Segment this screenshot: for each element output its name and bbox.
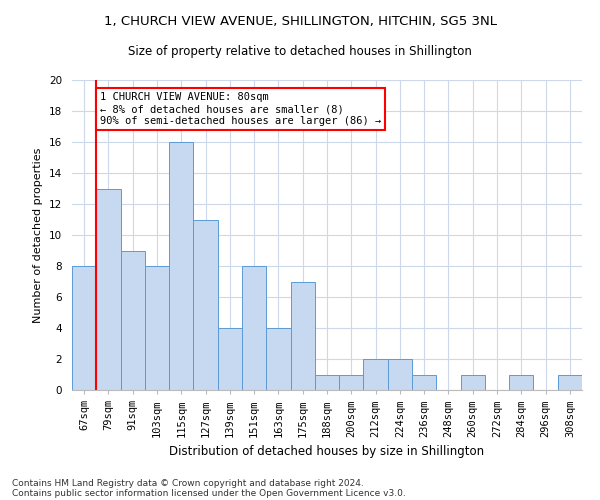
- Bar: [169, 142, 193, 390]
- Bar: [364, 359, 388, 390]
- Text: 1 CHURCH VIEW AVENUE: 80sqm
← 8% of detached houses are smaller (8)
90% of semi-: 1 CHURCH VIEW AVENUE: 80sqm ← 8% of deta…: [100, 92, 381, 126]
- Bar: [242, 266, 266, 390]
- Text: Contains HM Land Registry data © Crown copyright and database right 2024.: Contains HM Land Registry data © Crown c…: [12, 478, 364, 488]
- Bar: [96, 188, 121, 390]
- Bar: [218, 328, 242, 390]
- Y-axis label: Number of detached properties: Number of detached properties: [34, 148, 43, 322]
- Bar: [461, 374, 485, 390]
- Bar: [145, 266, 169, 390]
- Bar: [290, 282, 315, 390]
- Text: Contains public sector information licensed under the Open Government Licence v3: Contains public sector information licen…: [12, 488, 406, 498]
- X-axis label: Distribution of detached houses by size in Shillington: Distribution of detached houses by size …: [169, 445, 485, 458]
- Text: Size of property relative to detached houses in Shillington: Size of property relative to detached ho…: [128, 45, 472, 58]
- Bar: [266, 328, 290, 390]
- Bar: [412, 374, 436, 390]
- Bar: [315, 374, 339, 390]
- Text: 1, CHURCH VIEW AVENUE, SHILLINGTON, HITCHIN, SG5 3NL: 1, CHURCH VIEW AVENUE, SHILLINGTON, HITC…: [104, 15, 497, 28]
- Bar: [558, 374, 582, 390]
- Bar: [509, 374, 533, 390]
- Bar: [121, 250, 145, 390]
- Bar: [72, 266, 96, 390]
- Bar: [339, 374, 364, 390]
- Bar: [193, 220, 218, 390]
- Bar: [388, 359, 412, 390]
